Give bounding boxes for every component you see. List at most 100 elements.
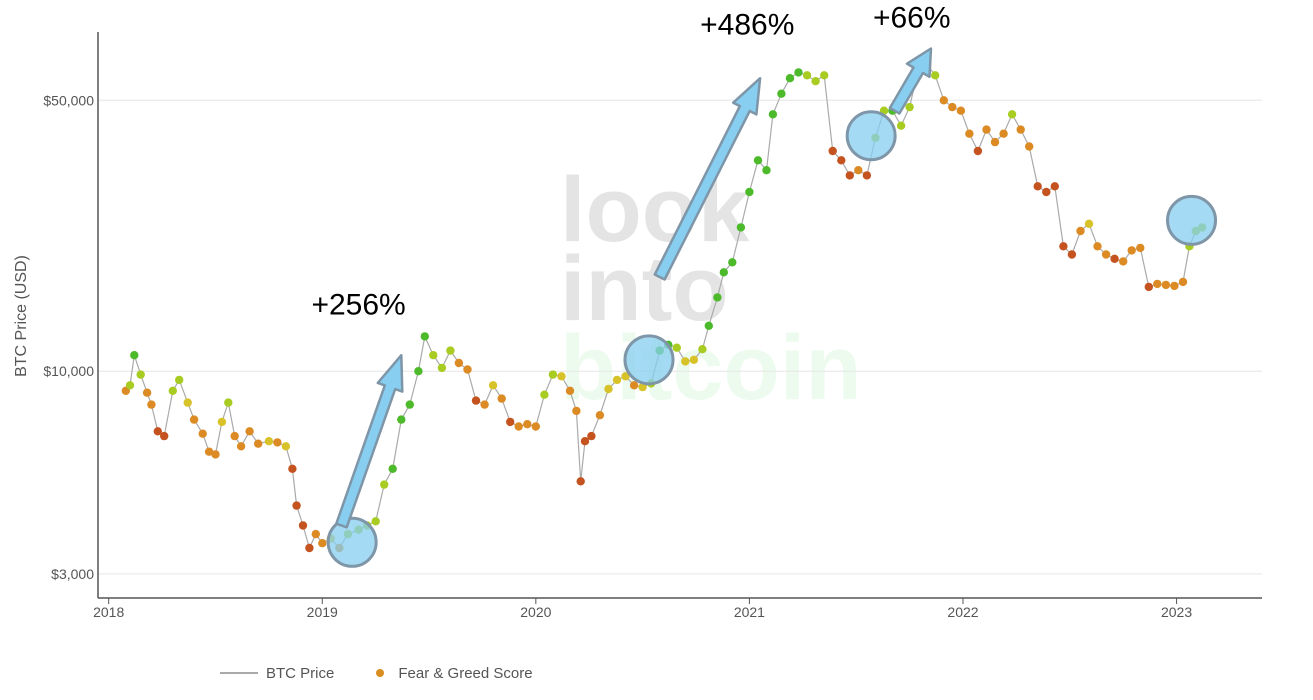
fear-greed-point: [446, 346, 455, 355]
fear-greed-point: [837, 156, 846, 165]
fear-greed-point: [405, 400, 414, 409]
fear-greed-point: [371, 517, 380, 526]
growth-arrows: [335, 47, 933, 529]
highlight-circles: [326, 110, 1218, 568]
fear-greed-point: [311, 529, 320, 539]
fear-greed-point: [531, 422, 540, 431]
y-tick-label-0: $3,000: [51, 566, 94, 582]
fear-greed-point: [1067, 250, 1077, 259]
fear-greed-point: [125, 381, 135, 390]
fear-greed-point: [298, 521, 308, 530]
fear-greed-point: [704, 321, 713, 330]
fear-greed-point: [454, 358, 464, 368]
fear-greed-point: [1076, 226, 1085, 236]
fear-greed-point: [1033, 182, 1042, 191]
fear-greed-point: [595, 411, 605, 420]
axes: $3,000 $10,000 $50,000 2018 2019 2020 2021 2022…: [43, 32, 1262, 620]
fear-greed-point: [224, 398, 233, 407]
fear-greed-point: [576, 477, 585, 486]
x-tick-label-5: 2023: [1161, 604, 1192, 620]
watermark: look into bitcoin: [560, 159, 862, 419]
fear-greed-point: [753, 156, 763, 165]
fear-greed-point: [638, 382, 647, 392]
fear-greed-point: [931, 71, 940, 80]
fear-greed-point: [762, 166, 771, 175]
fear-greed-point: [612, 375, 622, 385]
fear-greed-point: [604, 384, 613, 394]
fear-greed-point: [1170, 281, 1179, 291]
fear-greed-point: [777, 89, 786, 98]
fear-greed-point: [236, 442, 246, 451]
btc-price-series: [125, 63, 1203, 550]
watermark-line-1: look: [560, 159, 750, 261]
fear-greed-point: [136, 370, 145, 379]
fear-greed-point: [130, 351, 139, 360]
x-tick-label-2: 2020: [520, 604, 551, 620]
fear-greed-point: [397, 415, 406, 424]
fear-greed-point: [175, 375, 184, 385]
fear-greed-point: [689, 355, 699, 364]
growth-annotations: +256% +486% +66%: [311, 2, 950, 322]
growth-arrow-1: [653, 76, 762, 281]
fear-greed-point: [896, 121, 906, 130]
fear-greed-point: [587, 431, 596, 441]
fear-greed-point: [905, 102, 914, 112]
legend-label-btc-price: BTC Price: [266, 664, 335, 682]
fear-greed-point: [488, 381, 498, 390]
fear-greed-point: [548, 370, 558, 379]
fear-greed-point: [785, 74, 795, 83]
fear-greed-point: [1110, 254, 1119, 263]
fear-greed-point: [999, 129, 1008, 138]
fear-greed-point: [1127, 246, 1136, 255]
fear-greed-point: [142, 388, 152, 397]
fear-greed-point: [463, 365, 472, 374]
fear-greed-point: [153, 427, 162, 436]
fear-greed-point: [828, 146, 837, 156]
fear-greed-point: [281, 442, 291, 451]
legend-item-btc-price[interactable]: BTC Price: [220, 665, 334, 682]
fear-greed-point: [230, 431, 239, 441]
legend-item-fear-greed[interactable]: Fear & Greed Score: [364, 665, 533, 682]
fear-greed-point: [672, 343, 681, 352]
growth-arrow-2: [888, 47, 933, 115]
fear-greed-point: [845, 171, 854, 180]
fear-greed-point: [1093, 242, 1102, 251]
fear-greed-point: [939, 96, 948, 105]
fear-greed-point: [713, 293, 722, 302]
fear-greed-point: [211, 450, 220, 459]
fear-greed-point: [514, 422, 523, 431]
fear-greed-point: [956, 106, 966, 115]
fear-greed-point: [990, 137, 1000, 147]
y-axis-title: BTC Price (USD): [13, 255, 30, 377]
fear-greed-point: [429, 351, 438, 360]
fear-greed-point: [629, 381, 639, 390]
fear-greed-point: [1144, 282, 1154, 292]
fear-greed-point: [719, 268, 728, 277]
fear-greed-point: [745, 187, 754, 197]
watermark-line-3: bitcoin: [560, 317, 862, 419]
fear-greed-point: [1007, 110, 1017, 119]
fear-greed-point: [1059, 242, 1068, 251]
fear-greed-point: [1161, 280, 1171, 290]
fear-greed-point: [698, 345, 707, 354]
legend: BTC Price Fear & Greed Score: [220, 662, 563, 684]
growth-annotation-2: +66%: [873, 2, 951, 35]
fear-greed-point: [380, 480, 389, 489]
highlight-circle-3: [1166, 194, 1218, 246]
fear-greed-point: [948, 102, 957, 112]
fear-greed-point: [305, 543, 314, 553]
fear-greed-point: [681, 357, 690, 366]
growth-annotation-0: +256%: [311, 289, 405, 322]
fear-greed-point: [1153, 279, 1162, 289]
fear-greed-point: [965, 129, 974, 138]
fear-greed-point: [1119, 257, 1128, 266]
fear-greed-point: [1178, 277, 1188, 287]
fear-greed-point: [480, 400, 489, 409]
fear-greed-point: [1050, 182, 1060, 191]
fear-greed-point: [414, 367, 423, 376]
y-tick-label-2: $50,000: [43, 92, 94, 108]
fear-greed-point: [437, 363, 447, 373]
fear-greed-point: [288, 464, 297, 473]
fear-greed-point: [565, 386, 575, 395]
